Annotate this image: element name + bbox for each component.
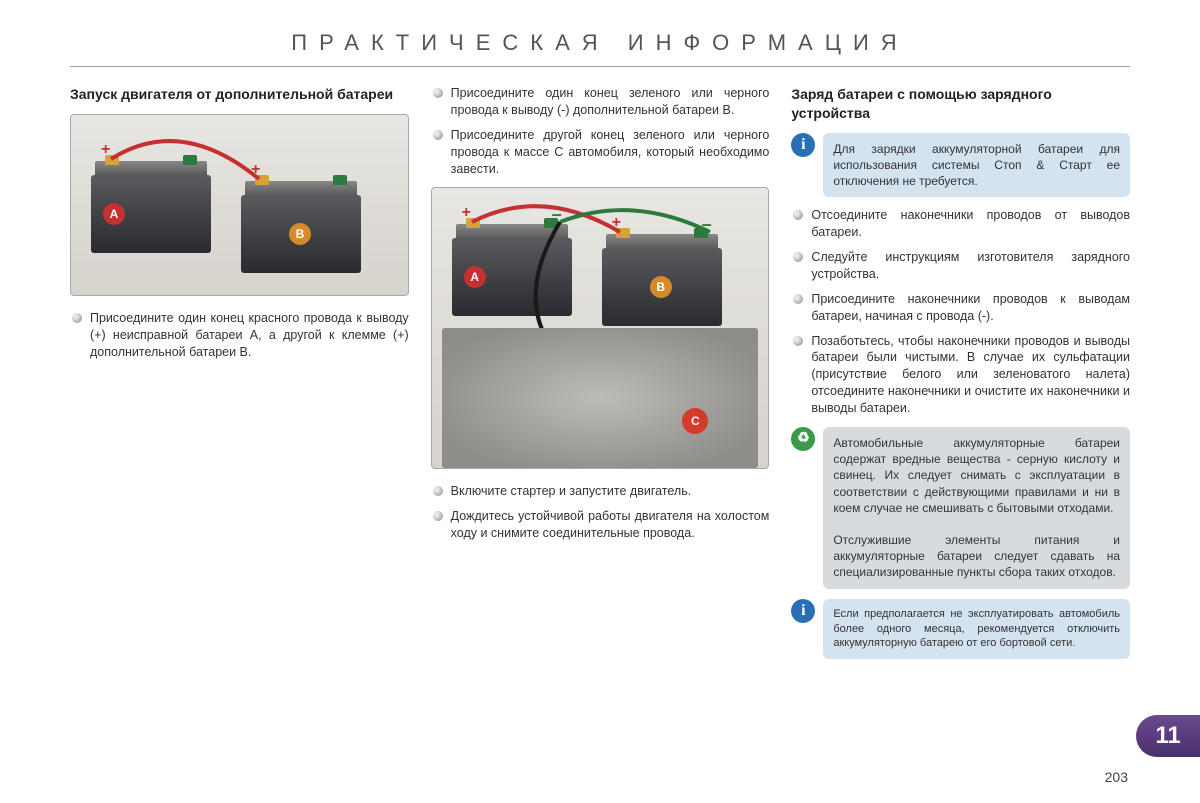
chapter-tab: 11 [1136,715,1200,757]
content-columns: Запуск двигателя от дополнительной батар… [0,85,1200,669]
col1-heading: Запуск двигателя от дополнительной батар… [70,85,409,104]
col3-heading: Заряд батареи с помощью зарядного устрой… [791,85,1130,123]
list-item: Присоедините другой конец зеленого или ч… [431,127,770,178]
diagram-1-frame: + A + B [70,114,409,296]
list-item: Следуйте инструкциям изготовителя зарядн… [791,249,1130,283]
diagram-2-frame: + – A + – B [431,187,770,469]
ground-clamp-c: C [682,408,708,434]
recycle-icon: ♻ [791,427,815,451]
title-divider [70,66,1130,67]
page-title: ПРАКТИЧЕСКАЯ ИНФОРМАЦИЯ [0,0,1200,66]
col3-bullets: Отсоедините наконечники проводов от выво… [791,207,1130,417]
column-3: Заряд батареи с помощью зарядного устрой… [791,85,1130,669]
col2-top-bullets: Присоедините один конец зеленого или чер… [431,85,770,177]
list-item: Позаботьтесь, чтобы наконечники проводов… [791,333,1130,417]
list-item: Присоедините наконечники проводов к выво… [791,291,1130,325]
info-box-1: Для зарядки аккумуляторной батареи для и… [823,133,1130,198]
info-icon: i [791,599,815,623]
list-item: Отсоедините наконечники проводов от выво… [791,207,1130,241]
eco-text-2: Отслужившие элементы питания и аккумулят… [833,533,1120,579]
info-callout-2: i Если предполагается не эксплуатировать… [791,599,1130,660]
info-callout-1: i Для зарядки аккумуляторной батареи для… [791,133,1130,198]
eco-box: Автомобильные аккумуляторные батареи сод… [823,427,1130,589]
list-item: Дождитесь устойчивой работы двигателя на… [431,508,770,542]
column-2: Присоедините один конец зеленого или чер… [431,85,770,669]
col2-bottom-bullets: Включите стартер и запустите двигатель. … [431,483,770,542]
list-item: Присоедините один конец зеленого или чер… [431,85,770,119]
column-1: Запуск двигателя от дополнительной батар… [70,85,409,669]
info-box-2: Если предполагается не эксплуатировать а… [823,599,1130,660]
list-item: Присоедините один конец красного провода… [70,310,409,361]
list-item: Включите стартер и запустите двигатель. [431,483,770,500]
page-number: 203 [1105,769,1128,785]
engine-bay: C [442,328,759,468]
diagram-1: + A + B [81,125,398,285]
col1-bullets: Присоедините один конец красного провода… [70,310,409,361]
eco-text-1: Автомобильные аккумуляторные батареи сод… [833,436,1120,515]
red-cable [81,125,398,285]
eco-callout: ♻ Автомобильные аккумуляторные батареи с… [791,427,1130,589]
diagram-2-top: + – A + – B [442,198,759,328]
info-icon: i [791,133,815,157]
